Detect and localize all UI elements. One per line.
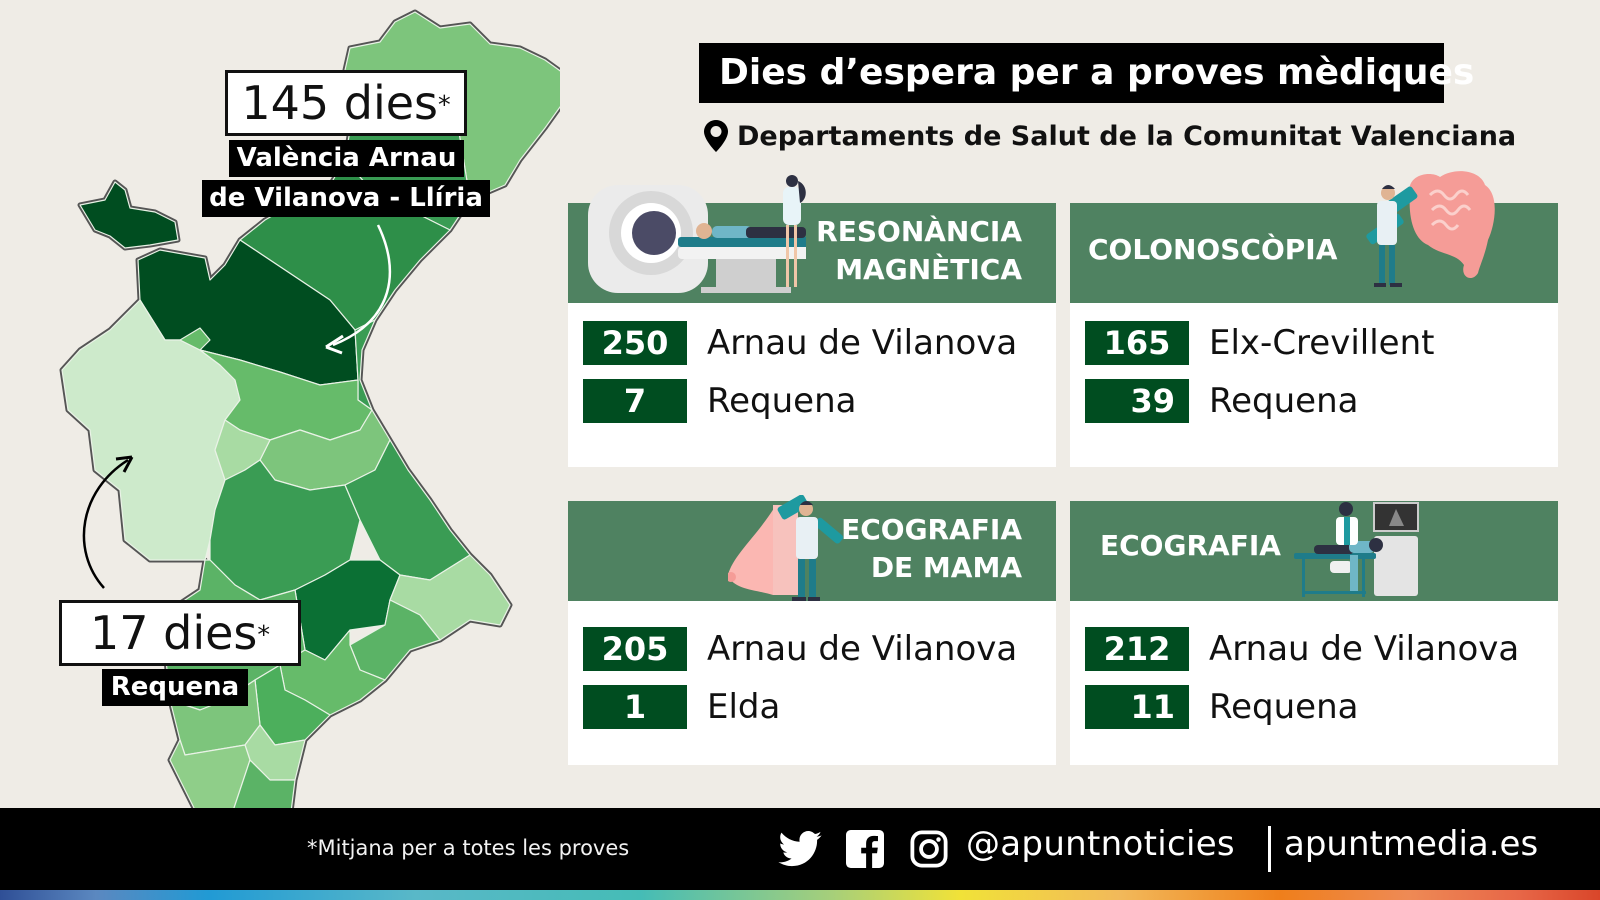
- footer-bar: *Mitjana per a totes les proves @apuntno…: [0, 808, 1600, 890]
- result-row: 7 Requena: [583, 379, 856, 423]
- department-name: Elx-Crevillent: [1209, 323, 1435, 363]
- colonoscopy-doctor-illustration: [1366, 171, 1495, 287]
- page-title: Dies d’espera per a proves mèdiques: [699, 43, 1474, 103]
- website-link[interactable]: apuntmedia.es: [1284, 824, 1539, 864]
- card-title: RESONÀNCIA MAGNÈTICA: [816, 215, 1022, 286]
- card-ecografia-mama: ECOGRAFIA DE MAMA 205 Arnau de Vilanova …: [568, 495, 1056, 765]
- card-header: [1070, 501, 1558, 601]
- card-title: ECOGRAFIA DE MAMA: [841, 513, 1022, 584]
- subtitle: Departaments de Salut de la Comunitat Va…: [703, 116, 1516, 156]
- result-row: 165 Elx-Crevillent: [1085, 321, 1434, 365]
- result-row: 39 Requena: [1085, 379, 1358, 423]
- days-badge: 165: [1085, 321, 1189, 365]
- days-badge: 205: [583, 627, 687, 671]
- callout-min-value: 17 dies*: [59, 600, 301, 666]
- days-badge: 39: [1085, 379, 1189, 423]
- result-row: 212 Arnau de Vilanova: [1085, 627, 1519, 671]
- subtitle-text: Departaments de Salut de la Comunitat Va…: [737, 120, 1517, 152]
- result-row: 11 Requena: [1085, 685, 1358, 729]
- department-name: Arnau de Vilanova: [1209, 629, 1520, 669]
- result-row: 250 Arnau de Vilanova: [583, 321, 1017, 365]
- card-colonoscopia: COLONOSCÒPIA 165 Elx-Crevillent 39 Reque…: [1070, 171, 1558, 467]
- card-title: COLONOSCÒPIA: [1088, 233, 1338, 266]
- result-row: 1 Elda: [583, 685, 780, 729]
- instagram-icon[interactable]: [910, 828, 948, 870]
- arrow-145: [332, 224, 392, 347]
- card-ecografia: ECOGRAFIA 212 Arnau de Vilanova 11 Reque…: [1070, 501, 1558, 765]
- breast-ultrasound-illustration: [728, 495, 844, 601]
- map-pin-icon: [704, 120, 728, 152]
- department-name: Arnau de Vilanova: [707, 323, 1018, 363]
- callout-min-label: Requena: [102, 669, 248, 706]
- callout-max-label-line2: de Vilanova - Llíria: [202, 180, 490, 217]
- facebook-icon[interactable]: [846, 828, 884, 870]
- footer-divider: [1268, 826, 1271, 872]
- department-name: Elda: [707, 687, 781, 727]
- callout-max-number: 145 dies: [241, 76, 438, 130]
- callout-min-number: 17 dies: [89, 606, 258, 660]
- callout-max-label-line1: València Arnau: [229, 140, 464, 177]
- department-name: Requena: [707, 381, 857, 421]
- result-row: 205 Arnau de Vilanova: [583, 627, 1017, 671]
- brand-gradient-strip: [0, 890, 1600, 900]
- department-name: Requena: [1209, 687, 1359, 727]
- card-title: ECOGRAFIA: [1100, 529, 1281, 562]
- mri-scanner-illustration: [588, 175, 806, 293]
- days-badge: 212: [1085, 627, 1189, 671]
- card-resonancia: RESONÀNCIA MAGNÈTICA 250 Arnau de Vilano…: [568, 175, 1056, 467]
- arrow-17: [82, 458, 129, 589]
- days-badge: 250: [583, 321, 687, 365]
- footnote: *Mitjana per a totes les proves: [307, 836, 630, 860]
- department-name: Requena: [1209, 381, 1359, 421]
- choropleth-map: 145 dies* València Arnau de Vilanova - L…: [0, 0, 560, 900]
- days-badge: 1: [583, 685, 687, 729]
- department-name: Arnau de Vilanova: [707, 629, 1018, 669]
- days-badge: 7: [583, 379, 687, 423]
- social-handle-link[interactable]: @apuntnoticies: [966, 824, 1235, 864]
- ultrasound-patient-illustration: [1294, 502, 1419, 597]
- callout-max-value: 145 dies*: [225, 70, 467, 136]
- twitter-icon[interactable]: [778, 828, 822, 870]
- days-badge: 11: [1085, 685, 1189, 729]
